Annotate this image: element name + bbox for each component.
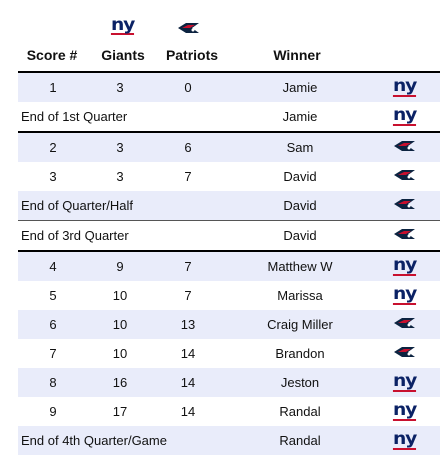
patriots-score: 0 (152, 71, 224, 102)
patriots-logo-icon (394, 318, 415, 328)
quarter-label: End of 1st Quarter (21, 109, 128, 124)
winner-header: Winner (273, 47, 321, 63)
quarter-label: End of 4th Quarter/Game (18, 426, 230, 455)
patriots-logo-icon (394, 199, 415, 209)
spacer (224, 71, 230, 102)
patriots-logo-icon (394, 170, 415, 180)
winner-name: Randal (279, 404, 321, 419)
giants-logo-icon: ny (393, 284, 418, 305)
giants-score: 16 (88, 368, 152, 397)
score-number: 9 (49, 404, 57, 419)
quarter-row: End of 3rd Quarter David (18, 220, 440, 251)
winner-logo-cell: ny (370, 281, 440, 310)
score-row: 2 3 6 Sam (18, 131, 440, 162)
giants-score: 10 (112, 346, 128, 361)
winner-logo-cell (370, 131, 440, 162)
patriots-score: 7 (184, 288, 192, 303)
winner-logo-cell: ny (370, 71, 440, 102)
giants-score: 3 (88, 131, 152, 162)
giants-logo-icon: ny (393, 76, 418, 97)
giants-score: 10 (88, 310, 152, 339)
winner-logo-cell: ny (370, 250, 440, 281)
score-row: 8 16 14 Jeston ny (18, 368, 440, 397)
winner-logo-cell (370, 162, 440, 191)
winner-name: Marissa (277, 288, 323, 303)
score-row: 6 10 13 Craig Miller (18, 310, 440, 339)
winner-name: Jeston (230, 368, 370, 397)
score-row: 9 17 14 Randal ny (18, 397, 440, 426)
patriots-score: 13 (152, 310, 224, 339)
giants-logo-icon: ny (393, 400, 418, 421)
score-number: 3 (49, 169, 57, 184)
giants-logo-icon: ny (111, 14, 136, 36)
patriots-logo-icon (173, 18, 205, 38)
giants-score: 10 (112, 288, 128, 303)
spacer (224, 310, 230, 339)
winner-logo-cell (370, 191, 440, 221)
winner-logo-cell: ny (370, 426, 440, 455)
patriots-score: 7 (152, 250, 224, 281)
winner-name: David (230, 191, 370, 221)
winner-name: David (230, 220, 370, 251)
winner-logo-cell (370, 339, 440, 368)
score-number-header: Score # (26, 47, 78, 63)
winner-name: Sam (230, 131, 370, 162)
patriots-score: 14 (180, 404, 196, 419)
winner-logo-cell: ny (370, 102, 440, 132)
giants-score: 3 (116, 169, 124, 184)
winner-logo-cell: ny (370, 368, 440, 397)
giants-score: 3 (88, 71, 152, 102)
giants-logo-icon: ny (393, 255, 418, 276)
score-table: 1 3 0 Jamie ny End of 1st Quarter Jamie ny 2 3 6 Sa… (18, 71, 440, 455)
spacer (224, 131, 230, 162)
quarter-label: End of Quarter/Half (18, 191, 230, 221)
winner-logo-cell (370, 310, 440, 339)
patriots-logo-icon (394, 229, 415, 239)
spacer (224, 250, 230, 281)
patriots-score: 7 (184, 169, 192, 184)
score-number: 7 (49, 346, 57, 361)
quarter-row: End of 4th Quarter/Game Randal ny (18, 426, 440, 455)
score-number: 4 (18, 250, 88, 281)
winner-name: Randal (230, 426, 370, 455)
score-number: 6 (18, 310, 88, 339)
winner-name: Jamie (230, 71, 370, 102)
giants-score: 9 (88, 250, 152, 281)
winner-logo-cell (370, 220, 440, 251)
winner-name: David (283, 169, 317, 184)
winner-logo-cell: ny (370, 397, 440, 426)
patriots-score: 14 (152, 368, 224, 397)
patriots-logo-icon (394, 347, 415, 357)
giants-logo-icon: ny (393, 371, 418, 392)
winner-name: Matthew W (230, 250, 370, 281)
winner-name: Brandon (275, 346, 325, 361)
giants-header: Giants (101, 47, 145, 63)
score-number: 8 (18, 368, 88, 397)
spacer (224, 368, 230, 397)
quarter-row: End of Quarter/Half David (18, 191, 440, 221)
winner-name: Craig Miller (230, 310, 370, 339)
score-row: 4 9 7 Matthew W ny (18, 250, 440, 281)
winner-name: Jamie (282, 109, 318, 124)
patriots-header: Patriots (165, 47, 219, 63)
giants-logo-icon: ny (393, 429, 418, 450)
score-row: 5 10 7 Marissa ny (18, 281, 440, 310)
giants-logo-icon: ny (393, 105, 418, 126)
score-row: 7 10 14 Brandon (18, 339, 440, 368)
patriots-score: 6 (152, 131, 224, 162)
patriots-logo-icon (394, 141, 415, 151)
score-number: 5 (49, 288, 57, 303)
quarter-row: End of 1st Quarter Jamie ny (18, 102, 440, 132)
score-number: 1 (18, 71, 88, 102)
quarter-label: End of 3rd Quarter (18, 220, 230, 251)
patriots-score: 14 (180, 346, 196, 361)
score-row: 1 3 0 Jamie ny (18, 71, 440, 102)
giants-score: 17 (112, 404, 128, 419)
score-number: 2 (18, 131, 88, 162)
score-row: 3 3 7 David (18, 162, 440, 191)
